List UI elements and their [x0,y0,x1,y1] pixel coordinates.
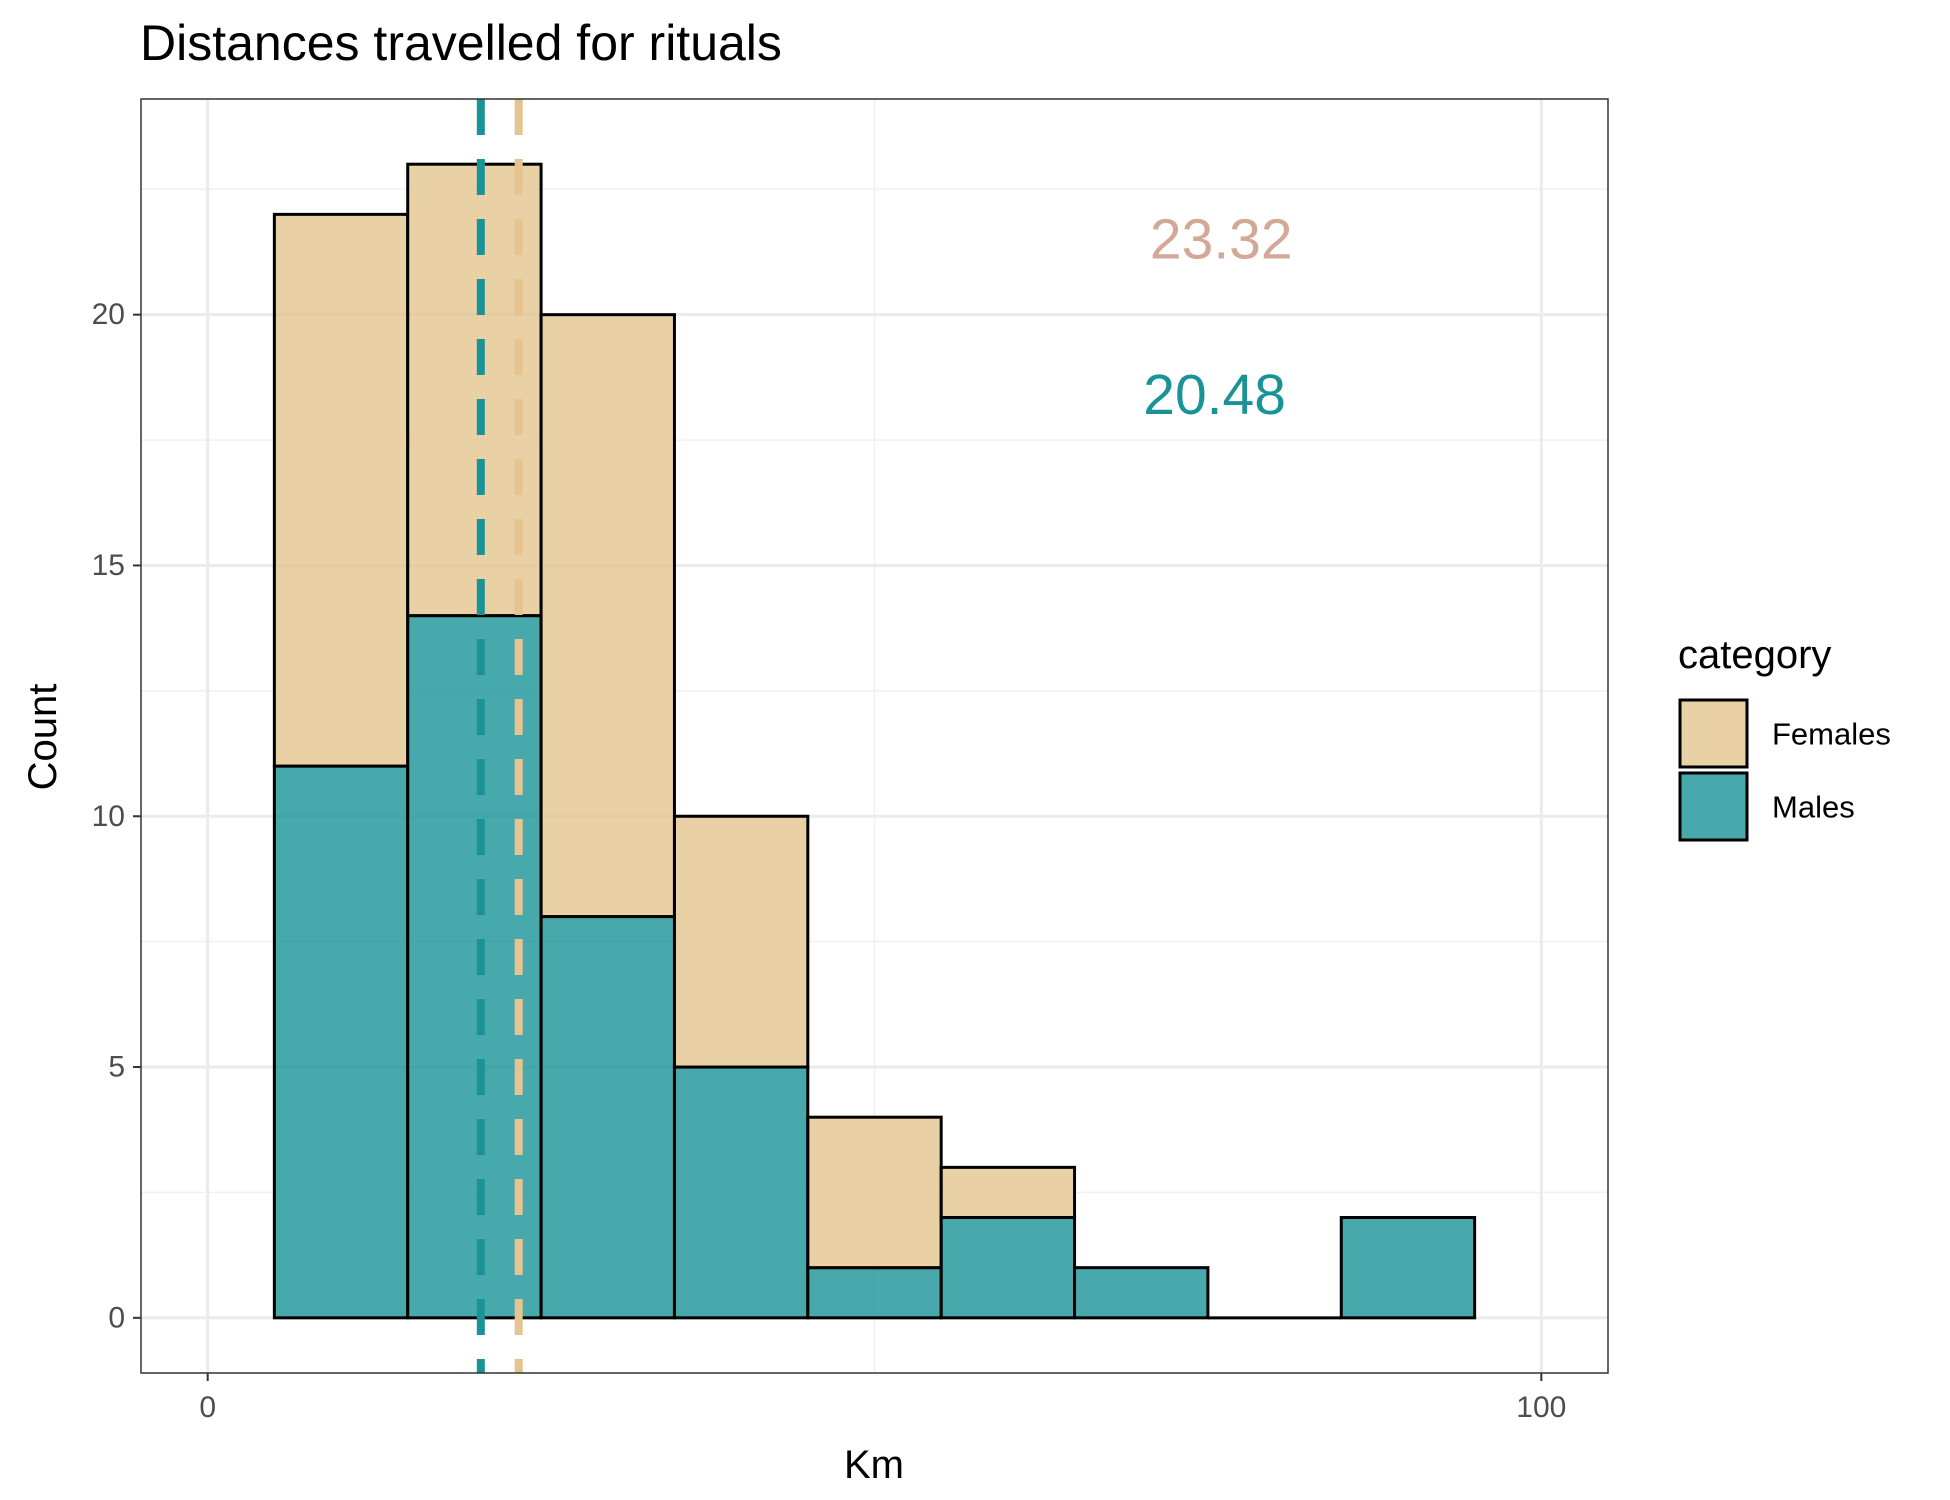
y-tick-label: 10 [92,800,125,833]
mean-annotation: 20.48 [1143,363,1286,427]
bar-females [672,814,810,1069]
panel-border [140,98,1609,1374]
bar-males [1339,1216,1477,1320]
y-tick-label: 5 [108,1051,125,1084]
mean-annotations: 23.32 20.48 [1143,207,1292,426]
bar-males [539,915,676,1320]
x-tick-label: 100 [1516,1391,1566,1424]
bar-males [1073,1266,1210,1320]
y-axis-title: Count [21,684,65,791]
chart-title: Distances travelled for rituals [140,15,782,71]
bar-males [939,1216,1077,1320]
y-tick-label: 0 [108,1301,125,1334]
y-tick-label: 15 [92,549,125,582]
mean-annotation: 23.32 [1150,207,1293,271]
legend-label-males: Males [1772,790,1855,825]
bar-males [672,1065,810,1320]
legend-title: category [1678,633,1831,677]
legend: category Females Males [1678,633,1891,842]
bar-males [272,764,410,1320]
legend-key-females [1678,698,1749,769]
x-axis-title: Km [844,1443,904,1487]
legend-key-males [1678,771,1749,842]
x-tick-label: 0 [199,1391,216,1424]
axis-ticks: 0 5 10 15 20 0 100 [92,298,1567,1424]
bar-females [806,1115,943,1270]
legend-items: Females Males [1678,698,1891,842]
bar-females [539,313,676,919]
bars [272,162,1477,1320]
legend-label-females: Females [1772,717,1891,752]
bar-females [272,212,410,768]
y-tick-label: 20 [92,298,125,331]
bar-females [939,1165,1077,1220]
mean-lines [476,99,523,1373]
bar-males [806,1266,943,1320]
